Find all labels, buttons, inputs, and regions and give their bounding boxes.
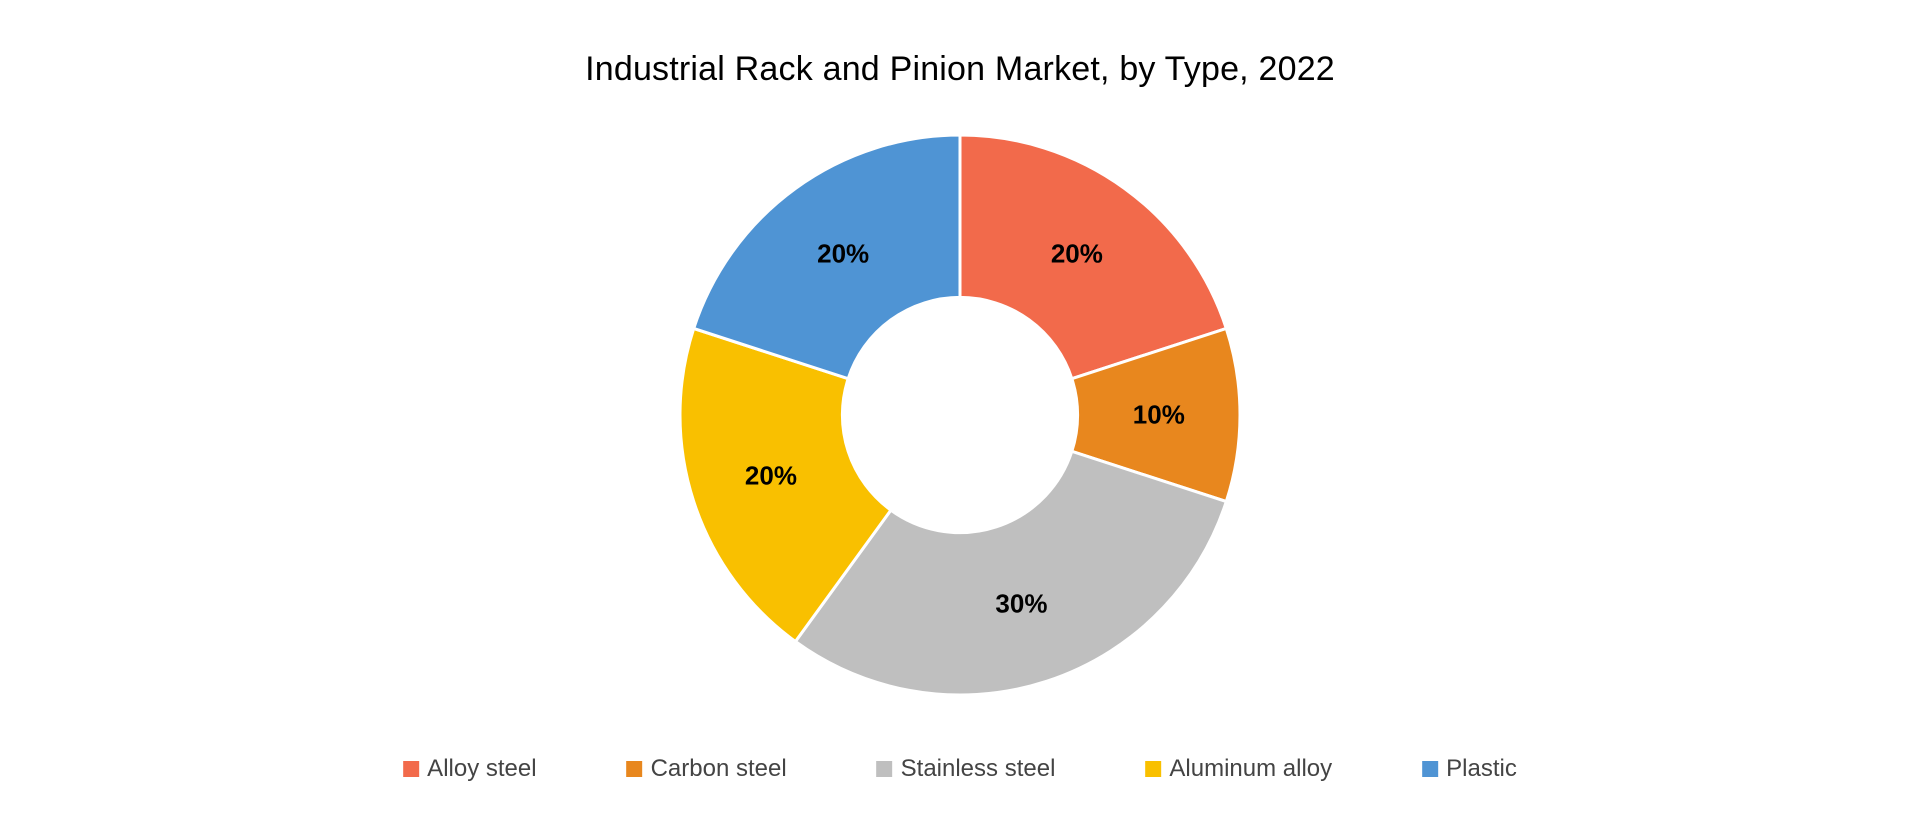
legend-swatch [627,761,643,777]
legend-swatch [1422,761,1438,777]
chart-legend: Alloy steel Carbon steel Stainless steel Al… [403,755,1517,783]
slice-label: 20% [745,461,797,492]
slice-label: 10% [1133,400,1185,431]
legend-swatch [1145,761,1161,777]
legend-item: Plastic [1422,755,1517,783]
donut-chart: 20% 10% 30% 20% 20% [680,135,1240,695]
legend-item: Carbon steel [627,755,787,783]
legend-label: Plastic [1446,755,1517,783]
legend-swatch [403,761,419,777]
chart-title: Industrial Rack and Pinion Market, by Ty… [585,50,1335,89]
legend-swatch [877,761,893,777]
slice-label: 20% [817,239,869,270]
legend-label: Carbon steel [651,755,787,783]
legend-item: Alloy steel [403,755,536,783]
legend-item: Aluminum alloy [1145,755,1332,783]
legend-item: Stainless steel [877,755,1056,783]
legend-label: Alloy steel [427,755,536,783]
slice-label: 20% [1051,239,1103,270]
slice-label: 30% [995,589,1047,620]
legend-label: Stainless steel [901,755,1056,783]
chart-container: Industrial Rack and Pinion Market, by Ty… [0,0,1920,818]
legend-label: Aluminum alloy [1169,755,1332,783]
